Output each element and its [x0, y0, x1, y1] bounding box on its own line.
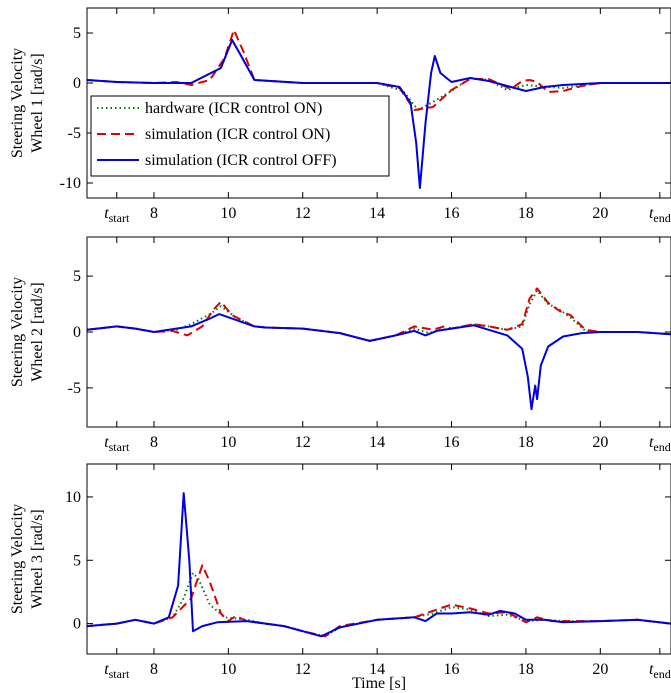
x-tick-label: 8	[150, 434, 158, 451]
plot-frame	[86, 7, 671, 199]
plot-frame	[86, 463, 671, 655]
x-tick-label: tstart	[104, 205, 130, 225]
x-ticks: tstart 8 10 12 14 16 18 20 tend	[104, 464, 671, 681]
x-tick-label: 12	[295, 205, 311, 222]
x-tick-label: 10	[220, 661, 236, 678]
x-tick-label: 8	[150, 205, 158, 222]
x-tick-label: tstart	[104, 661, 130, 681]
x-tick-label: 16	[444, 661, 460, 678]
y-axis-label-line2: Wheel 2 [rad/s]	[29, 282, 46, 382]
x-tick-label: 14	[369, 661, 385, 678]
x-tick-label: tend	[649, 434, 671, 454]
y-tick-label: 0	[73, 324, 81, 341]
y-tick-label: -5	[68, 125, 81, 142]
y-axis-label-line1: Steering Velocity	[9, 504, 26, 614]
x-tick-label: 12	[295, 661, 311, 678]
y-tick-label: 5	[73, 552, 81, 569]
x-tick-label: 8	[150, 661, 158, 678]
subplot-wheel-2: 5 0 -5 tstart 8 10 12 14 16 18 20 tend Steering Ve…	[9, 236, 671, 454]
y-tick-label: -10	[60, 175, 81, 192]
series-line-sim-off	[87, 313, 671, 411]
y-tick-label: -5	[68, 380, 81, 397]
legend-label-hardware: hardware (ICR control ON)	[145, 100, 322, 117]
y-ticks: 10 5 0	[65, 489, 671, 633]
series-line-hardware	[87, 289, 671, 342]
y-ticks: 5 0 -5 -10	[60, 25, 671, 192]
subplot-wheel-3: 10 5 0 tstart 8 10 12 14 16 18 20 tend Steering Ve…	[9, 463, 671, 681]
series-line-sim-on	[87, 29, 671, 111]
x-tick-label: 18	[518, 434, 534, 451]
x-tick-label: 18	[518, 661, 534, 678]
x-tick-label: 10	[220, 205, 236, 222]
y-tick-label: 0	[73, 75, 81, 92]
x-tick-label: 20	[592, 661, 608, 678]
series-layer	[87, 492, 671, 638]
legend-label-sim-off: simulation (ICR control OFF)	[145, 152, 337, 169]
x-tick-label: tend	[649, 661, 671, 681]
y-axis-label-line2: Wheel 1 [rad/s]	[29, 53, 46, 153]
x-ticks: tstart 8 10 12 14 16 18 20 tend	[104, 237, 671, 454]
y-ticks: 5 0 -5	[68, 268, 671, 397]
x-tick-label: 18	[518, 205, 534, 222]
y-tick-label: 5	[73, 25, 81, 42]
x-tick-label: tstart	[104, 434, 130, 454]
series-line-sim-on	[87, 287, 671, 342]
series-line-hardware	[87, 571, 671, 638]
y-axis-label-line1: Steering Velocity	[9, 48, 26, 158]
y-tick-label: 5	[73, 268, 81, 285]
x-tick-label: 16	[444, 434, 460, 451]
y-tick-label: 0	[73, 616, 81, 633]
y-tick-label: 10	[65, 489, 81, 506]
series-line-sim-off	[87, 39, 671, 189]
x-tick-label: 14	[369, 434, 385, 451]
series-layer	[87, 287, 671, 411]
x-tick-label: 16	[444, 205, 460, 222]
x-axis-label: Time [s]	[352, 675, 406, 692]
x-ticks: tstart 8 10 12 14 16 18 20 tend	[104, 8, 671, 225]
series-layer	[87, 29, 671, 189]
y-axis-label-line1: Steering Velocity	[9, 277, 26, 387]
legend: hardware (ICR control ON) simulation (IC…	[90, 95, 390, 177]
x-tick-label: 20	[592, 434, 608, 451]
x-tick-label: 12	[295, 434, 311, 451]
legend-box	[90, 95, 390, 177]
subplot-wheel-1: 5 0 -5 -10 tstart 8 10 12 14 16 18 20 tend Steering…	[9, 7, 671, 225]
series-line-sim-off	[87, 492, 671, 638]
x-tick-label: 20	[592, 205, 608, 222]
x-tick-label: 10	[220, 434, 236, 451]
x-tick-label: 14	[369, 205, 385, 222]
legend-label-sim-on: simulation (ICR control ON)	[145, 126, 330, 143]
y-axis-label-line2: Wheel 3 [rad/s]	[29, 509, 46, 609]
x-tick-label: tend	[649, 205, 671, 225]
